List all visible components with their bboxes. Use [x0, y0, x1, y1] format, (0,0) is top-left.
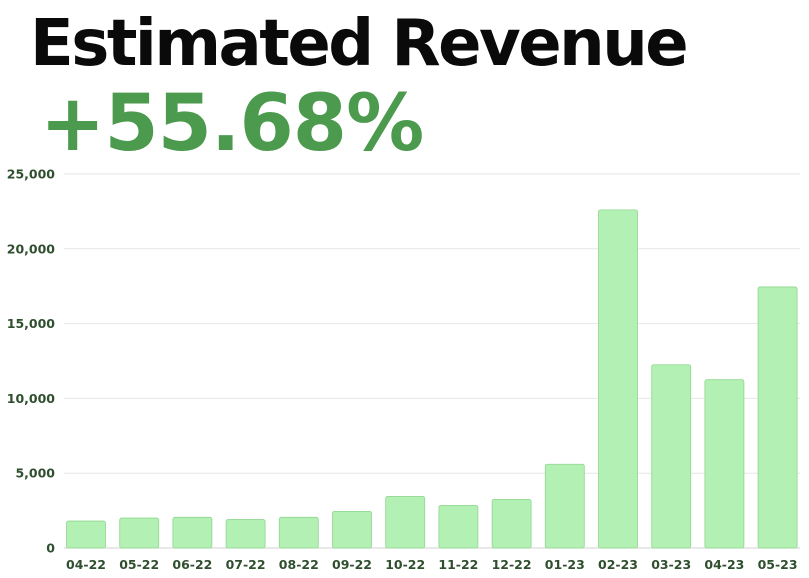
bar-04-22: [66, 520, 106, 549]
x-tick-label: 03-23: [651, 557, 691, 572]
bar-01-23: [544, 463, 585, 549]
bar-08-22: [278, 516, 319, 549]
bar-04-23: [704, 379, 745, 549]
x-tick-label: 04-22: [66, 557, 106, 572]
y-tick-label: 0: [46, 541, 55, 556]
bar-05-22: [119, 517, 160, 549]
revenue-change-percent: +55.68%: [40, 79, 424, 169]
bar-11-22: [438, 504, 479, 549]
bar-02-23: [598, 209, 638, 549]
chart-title: Estimated Revenue: [30, 7, 689, 81]
x-tick-label: 07-22: [226, 557, 266, 572]
y-tick-label: 5,000: [15, 466, 55, 481]
x-tick-label: 01-23: [545, 557, 585, 572]
x-tick-label: 05-23: [758, 557, 798, 572]
bar-06-22: [172, 516, 213, 549]
x-tick-label: 08-22: [279, 557, 319, 572]
x-tick-label: 02-23: [598, 557, 638, 572]
bar-03-23: [651, 364, 692, 549]
bars: [66, 209, 798, 549]
y-axis-ticks: 0 5,000 10,000 15,000 20,000 25,000: [7, 167, 56, 556]
y-tick-label: 20,000: [7, 241, 56, 256]
y-tick-label: 15,000: [7, 316, 56, 331]
bar-07-22: [225, 519, 266, 549]
x-tick-label: 10-22: [385, 557, 425, 572]
bar-12-22: [491, 498, 532, 549]
bar-09-22: [332, 510, 372, 549]
x-tick-label: 06-22: [172, 557, 212, 572]
x-tick-label: 12-22: [492, 557, 532, 572]
x-axis-ticks: 04-22 05-22 06-22 07-22 08-22 09-22 10-22 11-22…: [66, 557, 798, 572]
bar-10-22: [385, 495, 426, 549]
x-tick-label: 04-23: [704, 557, 744, 572]
x-tick-label: 05-22: [119, 557, 159, 572]
y-tick-label: 10,000: [7, 391, 56, 406]
y-tick-label: 25,000: [7, 167, 56, 182]
x-tick-label: 11-22: [438, 557, 478, 572]
x-tick-label: 09-22: [332, 557, 372, 572]
bar-05-23: [757, 286, 798, 549]
